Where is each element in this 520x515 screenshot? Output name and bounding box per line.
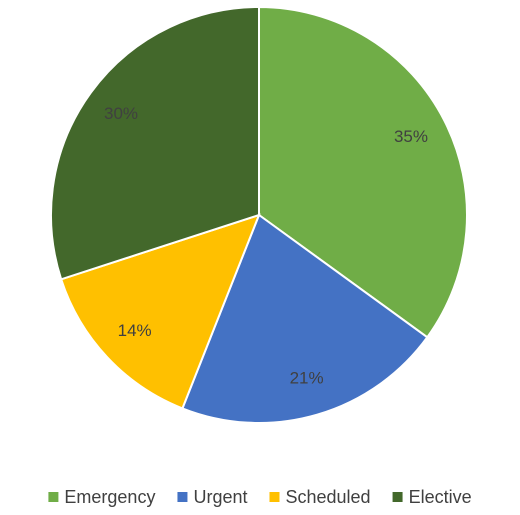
- data-label: 30%: [104, 104, 138, 123]
- data-label: 14%: [118, 321, 152, 340]
- legend-label: Emergency: [64, 487, 155, 507]
- data-label: 21%: [290, 368, 324, 387]
- legend-marker: [392, 492, 403, 502]
- legend-marker: [269, 492, 280, 502]
- legend-marker: [48, 492, 59, 502]
- legend-marker: [177, 492, 188, 502]
- legend-label: Urgent: [193, 487, 247, 507]
- legend-label: Elective: [409, 487, 472, 507]
- pie-slice: [258, 5, 468, 339]
- pie-slice: [181, 213, 429, 424]
- legend-label: Scheduled: [285, 487, 370, 507]
- pie-slice: [50, 5, 260, 281]
- data-label: 35%: [394, 127, 428, 146]
